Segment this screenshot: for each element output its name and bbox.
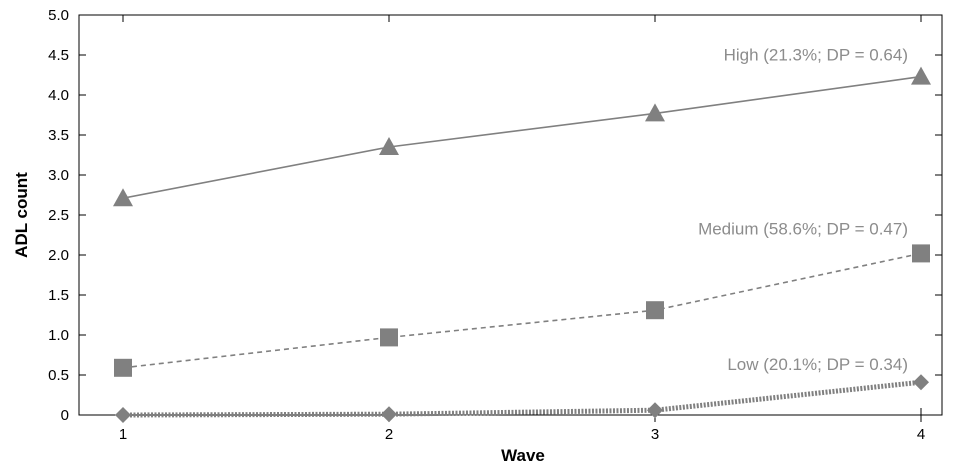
series-label: Low (20.1%; DP = 0.34)	[727, 355, 908, 374]
data-point-diamond	[115, 407, 131, 423]
x-tick-label: 4	[917, 426, 925, 443]
y-tick-label: 2.0	[48, 247, 69, 264]
data-point-diamond	[913, 374, 929, 391]
data-point-triangle	[113, 188, 133, 207]
x-tick-label: 3	[651, 426, 659, 443]
x-tick-label: 1	[119, 426, 127, 443]
series-layer: High (21.3%; DP = 0.64) Medium (58.6%; DP…	[113, 46, 931, 423]
y-axis-title: ADL count	[12, 172, 31, 258]
data-point-diamond	[647, 402, 663, 419]
data-point-triangle	[645, 103, 665, 122]
series-line	[122, 252, 922, 369]
series-diamond: Low (20.1%; DP = 0.34)	[115, 355, 929, 423]
y-axis: 0 0.5 1.0 1.5 2.0 2.5 3.0 3.5 4.0 4.5 5.0	[48, 7, 942, 424]
series-square: Medium (58.6%; DP = 0.47)	[114, 219, 930, 377]
series-triangle: High (21.3%; DP = 0.64)	[113, 46, 931, 207]
data-point-square	[114, 358, 132, 377]
y-tick-label: 5.0	[48, 7, 69, 24]
series-line	[122, 75, 922, 199]
data-point-triangle	[379, 137, 399, 155]
y-tick-label: 3.0	[48, 167, 69, 184]
y-tick-label: 1.0	[48, 327, 69, 344]
y-tick-label: 1.5	[48, 287, 69, 304]
data-point-diamond	[381, 406, 397, 423]
data-point-square	[380, 328, 398, 347]
data-point-square	[912, 244, 930, 263]
data-point-square	[646, 301, 664, 320]
x-tick-label: 2	[385, 426, 393, 443]
y-tick-label: 3.5	[48, 127, 69, 144]
data-point-triangle	[911, 66, 931, 85]
series-label: Medium (58.6%; DP = 0.47)	[698, 219, 908, 238]
y-tick-label: 4.0	[48, 87, 69, 104]
y-tick-label: 0.5	[48, 367, 69, 384]
y-tick-label: 2.5	[48, 207, 69, 224]
y-tick-label: 4.5	[48, 47, 69, 64]
x-axis-title: Wave	[501, 446, 545, 463]
series-line	[122, 379, 922, 418]
series-label: High (21.3%; DP = 0.64)	[724, 46, 908, 65]
y-tick-label: 0	[61, 407, 69, 424]
